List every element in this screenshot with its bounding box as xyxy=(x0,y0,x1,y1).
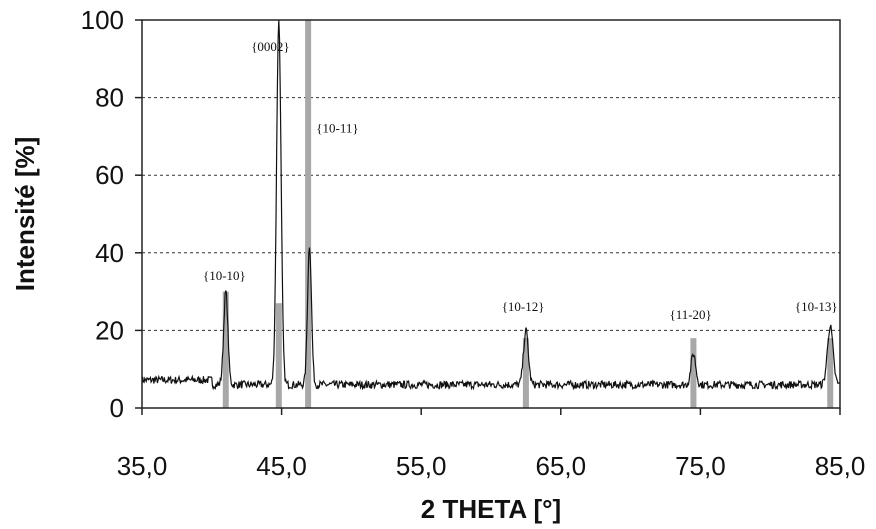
x-tick-label: 35,0 xyxy=(117,451,168,481)
reference-bar xyxy=(305,20,312,408)
y-tick-label: 40 xyxy=(95,238,124,268)
grid-lines xyxy=(142,97,840,331)
plot-area-frame xyxy=(141,19,841,409)
peak-label: {0002} xyxy=(251,39,289,54)
diffraction-pattern-line xyxy=(141,19,841,391)
peak-label: {10-10} xyxy=(203,268,246,283)
peak-label: {10-11} xyxy=(316,121,358,136)
x-tick-label: 55,0 xyxy=(396,451,447,481)
x-tick-label: 85,0 xyxy=(815,451,866,481)
peak-label: {10-12} xyxy=(502,299,545,314)
reference-bar xyxy=(522,338,529,408)
peak-label: {10-13} xyxy=(795,299,838,314)
peak-annotations: {10-10} {0002} {10-11} {10-12} {11-20} {10-13… xyxy=(203,39,838,322)
y-axis-title: Intensité [%] xyxy=(10,137,40,292)
x-tick-label: 65,0 xyxy=(535,451,586,481)
x-axis-ticks: 35,0 45,0 55,0 65,0 75,0 85,0 xyxy=(117,408,866,481)
y-tick-label: 60 xyxy=(95,160,124,190)
x-tick-label: 45,0 xyxy=(256,451,307,481)
x-tick-label: 75,0 xyxy=(675,451,726,481)
reference-bars xyxy=(222,20,834,408)
y-axis-ticks: 0 20 40 60 80 100 xyxy=(81,5,142,423)
y-tick-label: 100 xyxy=(81,5,124,35)
reference-bar xyxy=(690,338,697,408)
y-tick-label: 80 xyxy=(95,83,124,113)
reference-bar xyxy=(222,291,229,408)
x-axis-title: 2 THETA [°] xyxy=(421,494,561,524)
y-tick-label: 20 xyxy=(95,315,124,345)
reference-bar xyxy=(275,303,282,408)
reference-bar xyxy=(827,338,834,408)
y-tick-label: 0 xyxy=(110,393,124,423)
peak-label: {11-20} xyxy=(669,307,711,322)
